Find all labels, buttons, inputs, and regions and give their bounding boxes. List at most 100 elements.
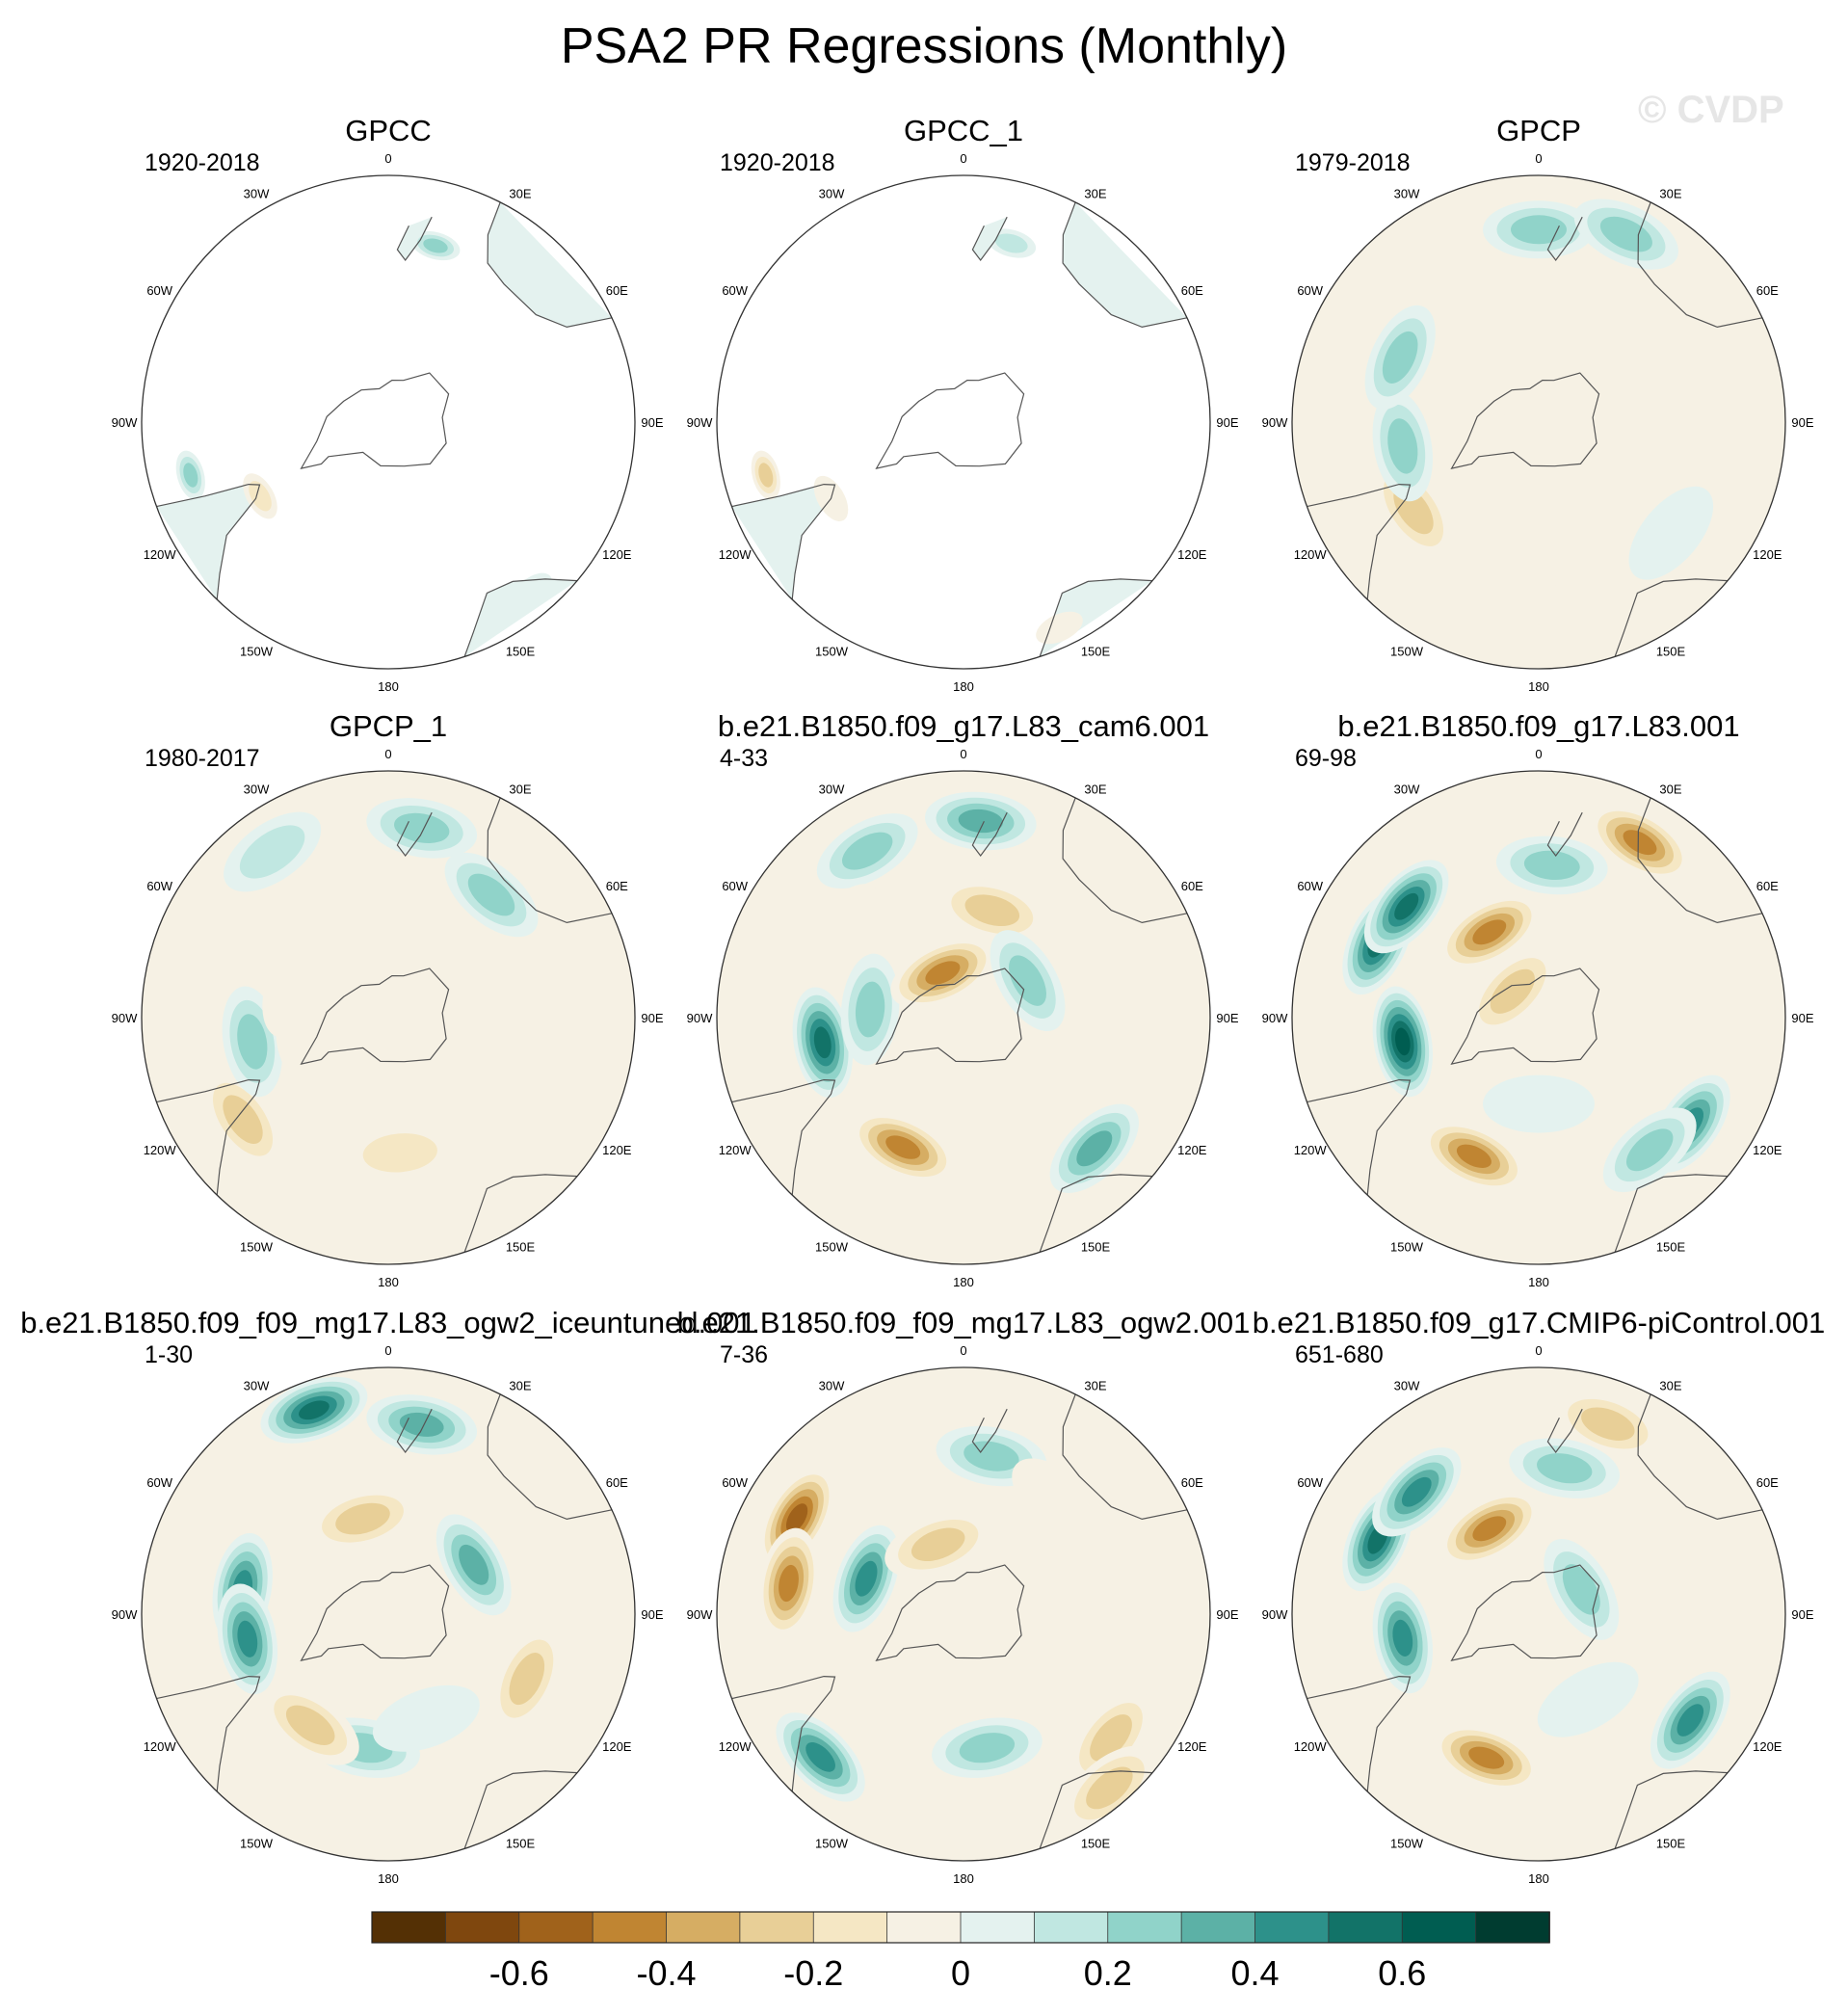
lon-label-60E: 60E [1756,283,1779,298]
land-field-1 [464,578,578,657]
lon-label-60W: 60W [146,1475,172,1490]
lon-label-90W: 90W [1262,1011,1288,1025]
anomaly-blob-5 [1599,216,1652,252]
anomaly-blob-1 [785,1503,808,1533]
panel-period: 1-30 [145,1341,193,1368]
panel-title: GPCC [345,114,432,147]
map-panel-5: 0 30E 60E 90E 120E 150E 180 150W 120W 90W 60W 30W b.… [687,709,1239,1289]
colorbar-swatch-2 [444,1911,520,1944]
antarctica-coastline [875,1564,1025,1661]
anomaly-blob-2 [813,1026,832,1059]
anomaly-blob-2 [779,1564,799,1603]
anomaly-blob-8 [1447,340,1523,442]
lon-label-90E: 90E [1216,1607,1238,1622]
lon-label-30W: 30W [1394,1379,1420,1393]
antarctica-coastline [1450,1564,1600,1661]
colorbar-tick-label: -0.2 [783,1953,843,1993]
lon-label-90W: 90W [112,1011,138,1025]
anomaly-blob-4 [497,248,540,287]
colorbar-swatch-9 [960,1911,1036,1944]
lon-label-30W: 30W [244,187,270,201]
colorbar-swatch-7 [812,1911,888,1944]
anomaly-blob-5 [994,233,1028,253]
antarctica-coastline [875,372,1025,469]
colorbar-frame [371,1911,1550,1944]
anomaly-blob-11 [1490,968,1535,1014]
anomaly-blob-6 [467,873,515,916]
coastline-4 [396,216,433,262]
lon-label-150W: 150W [815,1239,849,1254]
lon-label-0: 0 [960,1343,966,1358]
lon-label-180: 180 [1528,679,1549,694]
anomaly-blob-8 [285,1705,335,1745]
coastline-3 [1637,1393,1763,1521]
anomaly-blob-1 [223,1095,263,1144]
coastline-4 [396,811,433,858]
coastline-2 [156,1078,261,1196]
lon-label-180: 180 [953,1275,974,1289]
anomaly-blob-9 [1009,955,1046,1006]
colorbar-swatch-12 [1180,1911,1256,1944]
lon-label-90E: 90E [1791,1011,1813,1025]
anomaly-blob-8 [911,1527,965,1562]
colorbar-swatch-8 [886,1911,962,1944]
lon-label-30E: 30E [509,782,531,797]
anomaly-blob-6 [964,894,1020,927]
coastline-4 [1546,1408,1583,1454]
map-panel-3: 0 30E 60E 90E 120E 150E 180 150W 120W 90W 60W 30W GP… [1262,114,1814,694]
map-panel-6: 0 30E 60E 90E 120E 150E 180 150W 120W 90W 60W 30W b.… [1262,709,1814,1289]
lon-label-60E: 60E [1181,283,1203,298]
lon-label-90W: 90W [687,1011,713,1025]
lon-label-180: 180 [953,679,974,694]
coastline-3 [1637,201,1763,329]
coastline-3 [487,797,613,924]
lon-label-120E: 120E [1177,547,1207,562]
lon-label-150W: 150W [1390,644,1424,658]
anomaly-blob-5 [399,1412,444,1437]
lon-label-150E: 150E [1081,1836,1111,1850]
figure-title: PSA2 PR Regressions (Monthly) [560,18,1288,74]
anomaly-blob-4 [1072,248,1115,287]
coastline-1 [1039,1770,1153,1849]
anomaly-blob-3 [855,981,885,1038]
colorbar: -0.6 -0.4 -0.2 0 0.2 0.4 0.6 [371,1911,1550,1993]
coastline-2 [731,483,836,600]
colorbar-swatch-6 [739,1911,815,1944]
anomaly-blob-9 [335,1502,390,1535]
lon-label-150W: 150W [240,1836,274,1850]
colorbar-swatch-11 [1107,1911,1183,1944]
coastline-2 [1307,483,1412,600]
lon-label-150E: 150E [1656,1239,1686,1254]
anomaly-blob-1 [1456,1144,1492,1168]
colorbar-tick-label: 0.4 [1230,1953,1279,1993]
anomaly-blob-11 [802,884,883,982]
anomaly-blob-2 [183,463,198,488]
anomaly-blob-7 [1562,1564,1600,1615]
lon-label-90E: 90E [1791,415,1813,430]
lon-label-150E: 150E [1081,1239,1111,1254]
coastline-2 [156,483,261,600]
lon-label-90E: 90E [1216,415,1238,430]
lon-label-60W: 60W [722,1475,748,1490]
lon-label-180: 180 [1528,1871,1549,1886]
anomaly-blob-5 [1392,1619,1413,1657]
anomaly-blob-4 [299,1400,330,1420]
map-background [142,1367,635,1861]
anomaly-blob-8 [1623,830,1657,856]
lon-label-30W: 30W [819,1379,845,1393]
panel-title: b.e21.B1850.f09_g17.CMIP6-piControl.001 [1253,1306,1826,1339]
coastline-3 [1062,797,1188,924]
lon-label-30W: 30W [244,1379,270,1393]
anomaly-blob-10 [1069,962,1128,1074]
lon-label-90W: 90W [112,1607,138,1622]
colorbar-swatch-4 [592,1911,668,1944]
coastline-1 [1039,578,1153,657]
colorbar-swatch-3 [518,1911,594,1944]
anomaly-blob-10 [1012,1458,1106,1544]
coastline-4 [971,811,1008,858]
lon-label-90E: 90E [641,415,663,430]
panel-title: b.e21.B1850.f09_f09_mg17.L83_ogw2.001 [677,1306,1251,1339]
anomaly-blob-4 [1394,892,1419,920]
coastline-1 [1039,1174,1153,1253]
lon-label-0: 0 [384,151,391,166]
